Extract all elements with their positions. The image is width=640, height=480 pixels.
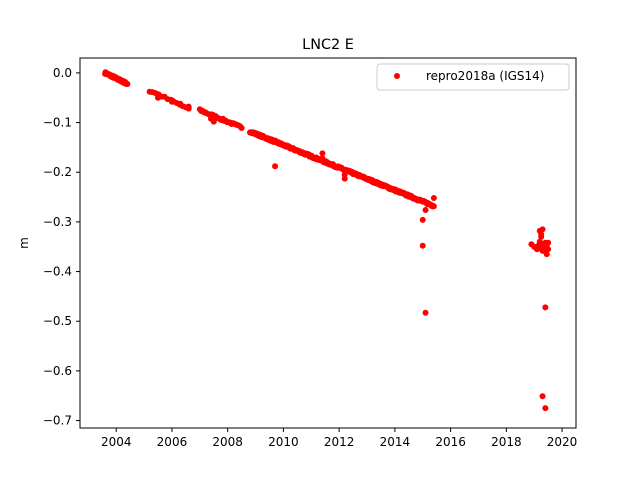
data-point (238, 124, 245, 131)
x-tick-label: 2014 (380, 435, 411, 449)
y-tick-label: −0.3 (43, 215, 72, 229)
plot-area-frame (79, 57, 577, 429)
y-axis: 0.0 −0.1 −0.2 −0.3 −0.4 −0.5 −0.6 −0.7 (43, 66, 80, 428)
data-point (272, 163, 279, 170)
chart-title: LNC2 E (302, 37, 354, 53)
data-point (538, 233, 545, 240)
x-tick-label: 2016 (435, 435, 466, 449)
data-point (422, 206, 429, 213)
y-tick-label: −0.1 (43, 116, 72, 130)
data-point (124, 80, 131, 87)
y-tick-label: −0.5 (43, 314, 72, 328)
data-point (319, 155, 326, 162)
x-tick-label: 2008 (212, 435, 243, 449)
data-point (542, 304, 549, 311)
x-tick-label: 2010 (268, 435, 299, 449)
y-tick-label: −0.2 (43, 165, 72, 179)
x-tick-label: 2018 (491, 435, 522, 449)
data-point (419, 216, 426, 223)
legend: repro2018a (IGS14) (376, 63, 570, 91)
data-points (102, 69, 552, 412)
data-point (185, 105, 192, 112)
data-point (219, 117, 226, 124)
data-point (543, 251, 550, 258)
data-point (168, 98, 175, 105)
data-point (430, 203, 437, 210)
data-point (545, 239, 552, 246)
data-point (319, 150, 326, 157)
data-point (539, 226, 546, 233)
y-tick-label: 0.0 (53, 66, 72, 80)
data-point (341, 175, 348, 182)
data-point (177, 100, 184, 107)
legend-marker (394, 73, 400, 79)
data-point (155, 94, 162, 101)
y-tick-label: −0.6 (43, 364, 72, 378)
y-tick-label: −0.4 (43, 265, 72, 279)
data-point (422, 309, 429, 316)
data-point (542, 405, 549, 412)
data-point (419, 242, 426, 249)
x-axis: 2004 2006 2008 2010 2012 2014 2016 2018 2020 (101, 428, 577, 449)
legend-box (376, 63, 570, 91)
legend-label: repro2018a (IGS14) (426, 69, 544, 83)
y-axis-label: m (17, 237, 31, 249)
data-point (539, 393, 546, 400)
x-tick-label: 2020 (547, 435, 578, 449)
x-tick-label: 2004 (101, 435, 132, 449)
data-point (545, 246, 552, 253)
y-tick-label: −0.7 (43, 414, 72, 428)
x-tick-label: 2012 (324, 435, 355, 449)
x-tick-label: 2006 (157, 435, 188, 449)
data-point (430, 195, 437, 202)
data-point (210, 118, 217, 125)
data-point (146, 88, 153, 95)
